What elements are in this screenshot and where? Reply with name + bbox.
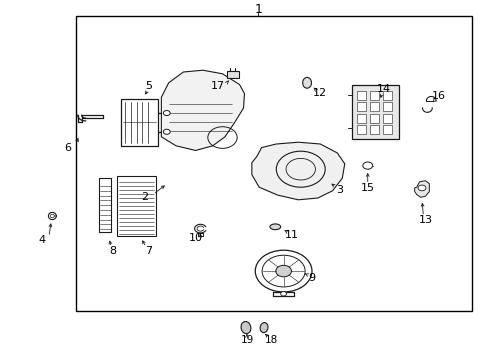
Text: 7: 7 [145,246,152,256]
Text: 4: 4 [38,235,45,246]
Bar [356,114,365,123]
Bar [356,102,365,111]
Bar [369,125,378,134]
Ellipse shape [241,321,250,334]
Text: 15: 15 [360,183,374,193]
Bar [369,91,378,100]
Ellipse shape [260,323,267,333]
Text: 9: 9 [308,273,315,283]
Bar [76,16,471,311]
Bar [356,125,365,134]
Text: 2: 2 [141,192,147,202]
Text: 10: 10 [188,233,202,243]
Bar [117,176,155,236]
Circle shape [262,255,305,287]
Bar [356,91,365,100]
Bar [383,91,391,100]
Text: 14: 14 [376,84,390,94]
Text: 11: 11 [285,230,298,240]
Circle shape [417,185,425,191]
Polygon shape [161,70,244,150]
Circle shape [163,111,170,116]
Text: 6: 6 [64,143,71,153]
Text: 8: 8 [109,246,116,256]
Bar [383,114,391,123]
Text: 17: 17 [210,81,224,91]
Bar [383,102,391,111]
Circle shape [362,162,372,169]
Bar [369,114,378,123]
Ellipse shape [302,77,311,88]
Text: 19: 19 [240,335,253,345]
Text: 12: 12 [313,88,326,98]
Circle shape [280,292,286,296]
Circle shape [255,250,311,292]
Bar [351,85,398,139]
Bar [383,125,391,134]
Bar [121,99,158,146]
Circle shape [275,265,291,277]
Text: 1: 1 [254,3,262,15]
Bar [369,102,378,111]
Text: 3: 3 [336,185,343,195]
Text: 18: 18 [264,335,278,345]
Text: 5: 5 [145,81,152,91]
Ellipse shape [269,224,280,230]
Text: 13: 13 [418,215,431,225]
Bar [226,71,238,78]
Bar [99,178,111,232]
Circle shape [163,129,170,134]
Polygon shape [251,142,344,200]
Polygon shape [414,181,428,197]
Text: 16: 16 [431,91,445,102]
